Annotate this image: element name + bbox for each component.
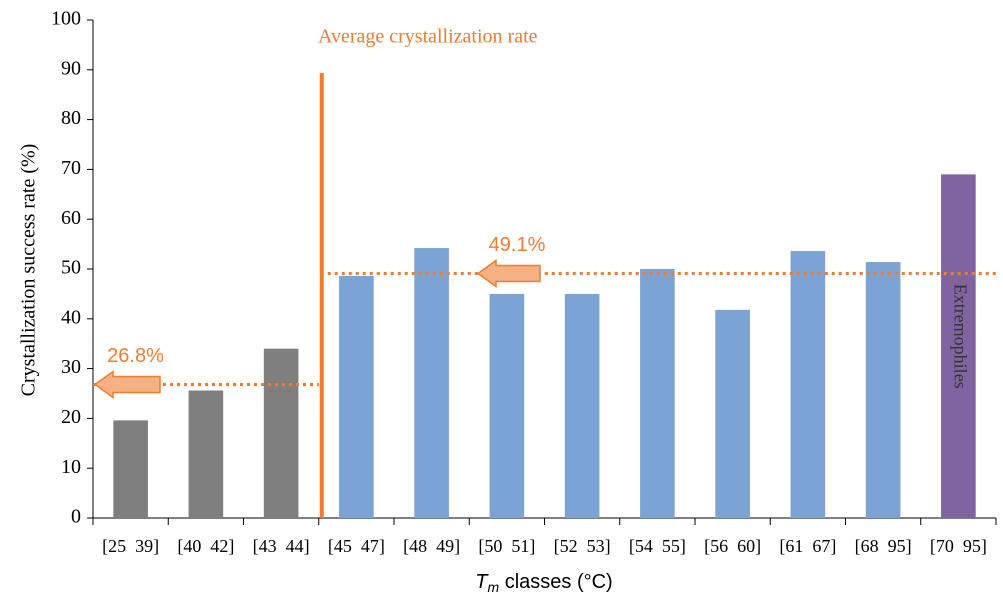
bar-annotation: Extremophiles bbox=[950, 284, 970, 389]
y-tick-label: 10 bbox=[61, 456, 81, 478]
average-arrow bbox=[93, 370, 161, 400]
x-tick-label: [54 55] bbox=[629, 536, 686, 556]
x-tick-label: [25 39] bbox=[102, 536, 159, 556]
average-label: 26.8% bbox=[107, 345, 164, 367]
bar bbox=[188, 390, 224, 518]
chart-title: Average crystallization rate bbox=[318, 26, 538, 48]
x-tick-label: [68 95] bbox=[855, 536, 912, 556]
x-tick-label: [50 51] bbox=[478, 536, 535, 556]
y-tick-label: 30 bbox=[61, 356, 81, 378]
y-tick-label: 40 bbox=[61, 306, 81, 328]
x-tick-label: [70 95] bbox=[930, 536, 987, 556]
x-label-part: T bbox=[475, 571, 489, 593]
bar bbox=[414, 248, 449, 519]
bar bbox=[865, 262, 901, 518]
x-tick-label: [48 49] bbox=[403, 536, 460, 556]
y-tick-label: 50 bbox=[61, 257, 81, 279]
y-axis-label: Crystallization success rate (%) bbox=[18, 144, 40, 397]
bar bbox=[790, 251, 826, 518]
y-tick-label: 80 bbox=[61, 107, 81, 129]
x-tick-label: [61 67] bbox=[779, 536, 836, 556]
bar bbox=[715, 309, 750, 518]
y-tick-label: 90 bbox=[61, 57, 81, 79]
bar bbox=[941, 174, 976, 518]
y-tick-label: 0 bbox=[71, 506, 81, 528]
y-tick-label: 100 bbox=[51, 8, 81, 30]
y-tick-label: 60 bbox=[61, 207, 81, 229]
bar bbox=[113, 420, 148, 518]
x-tick-label: [40 42] bbox=[177, 536, 234, 556]
x-tick-label: [45 47] bbox=[328, 536, 385, 556]
x-tick-label: [43 44] bbox=[253, 536, 310, 556]
average-label: 49.1% bbox=[489, 234, 546, 256]
bar bbox=[263, 348, 299, 518]
x-axis-label: Tm classes (°C) bbox=[475, 571, 612, 594]
x-tick-label: [52 53] bbox=[554, 536, 611, 556]
y-tick-label: 20 bbox=[61, 406, 81, 428]
x-label-part: m bbox=[487, 579, 499, 595]
bar bbox=[339, 275, 374, 518]
x-tick-label: [56 60] bbox=[704, 536, 761, 556]
average-arrow bbox=[476, 259, 541, 288]
bar bbox=[640, 269, 675, 518]
x-label-part: classes (°C) bbox=[499, 571, 613, 593]
y-tick-label: 70 bbox=[61, 157, 81, 179]
bar bbox=[564, 293, 600, 518]
bar bbox=[489, 293, 525, 518]
